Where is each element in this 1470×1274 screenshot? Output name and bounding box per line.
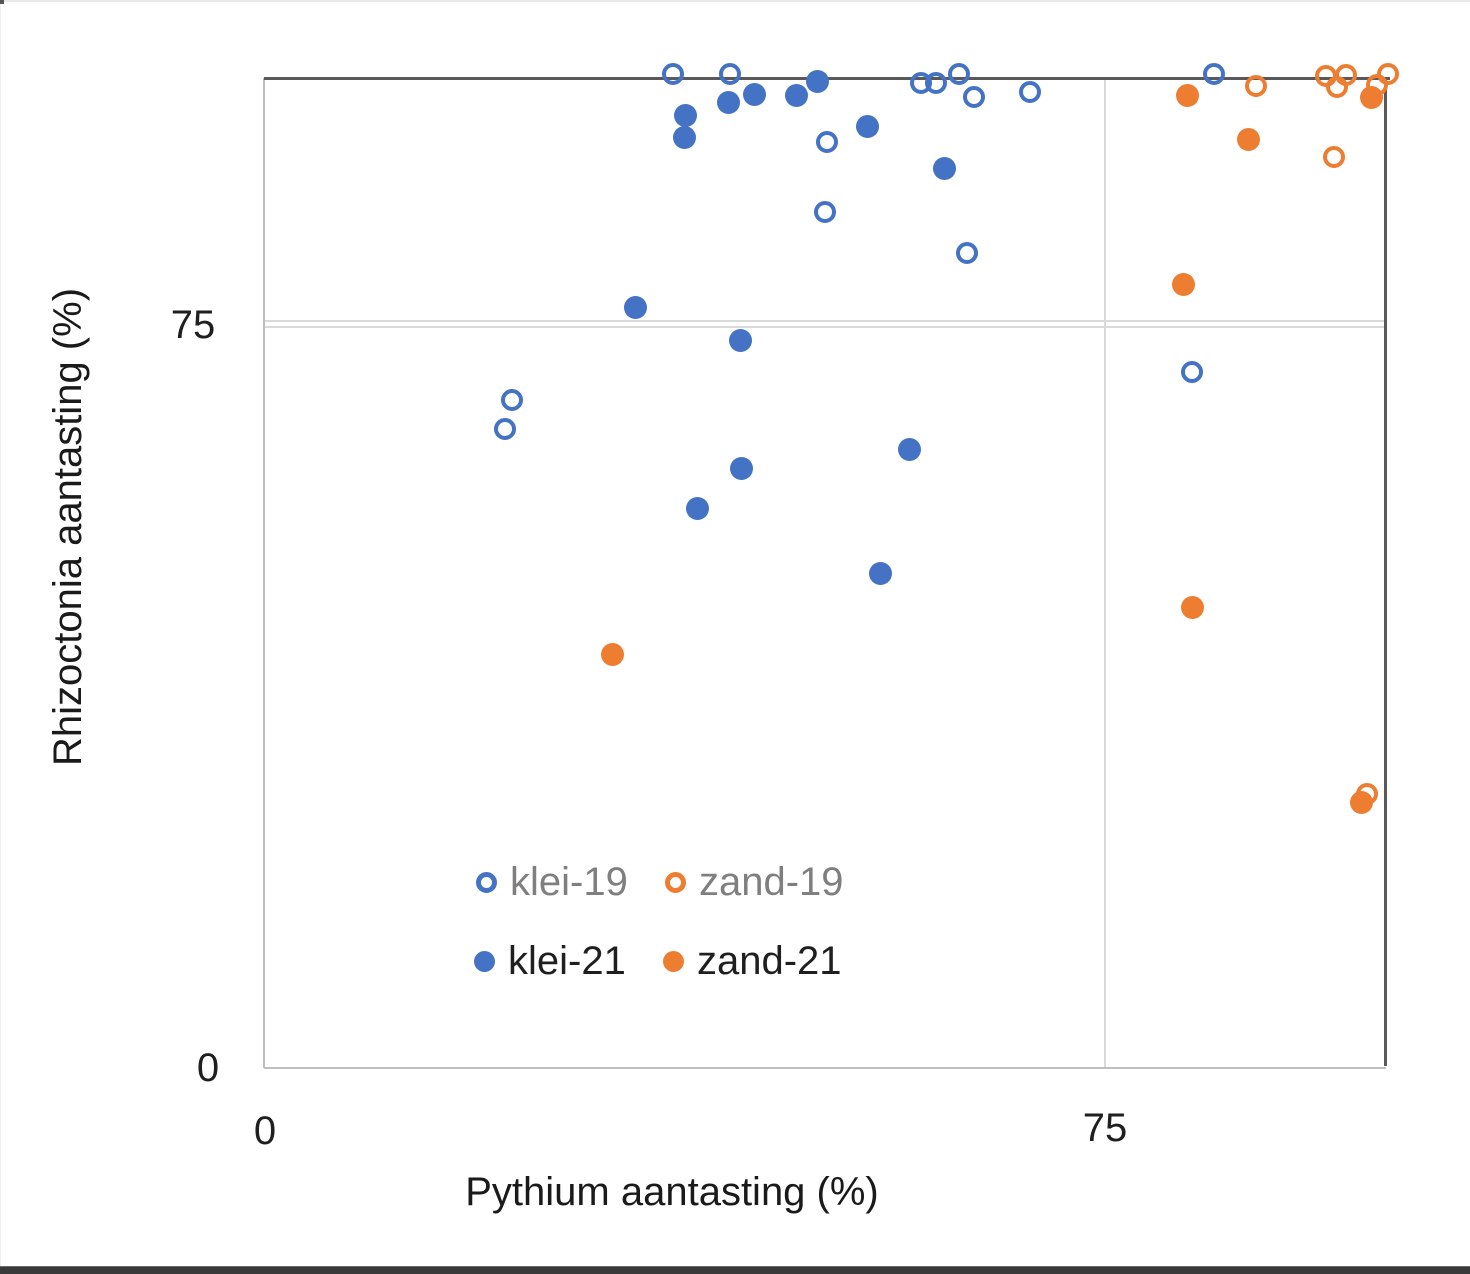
data-point-zand-19: [1376, 63, 1399, 86]
y75-gridline-upper: [264, 320, 1385, 322]
page-left-hairline: [0, 0, 1, 1274]
x75-gridline: [1104, 78, 1106, 1067]
data-point-klei-21: [742, 82, 766, 106]
data-point-zand-19: [1335, 64, 1358, 87]
data-point-klei-19: [813, 200, 836, 223]
data-point-zand-21: [1180, 596, 1204, 620]
data-point-klei-21: [730, 456, 754, 480]
x-axis-line: [264, 1067, 1386, 1069]
data-point-klei-19: [948, 63, 971, 86]
y-tick-0: 0: [196, 1046, 220, 1090]
plot-right-border: [1384, 77, 1387, 1066]
data-point-klei-21: [729, 328, 753, 352]
data-point-klei-19: [1018, 81, 1041, 104]
legend-item-zand-21: zand-21: [663, 939, 842, 983]
data-point-klei-21: [716, 90, 740, 114]
data-point-klei-21: [686, 496, 710, 520]
data-point-klei-21: [806, 69, 830, 93]
legend-marker-zand-19-open-circle-icon: [665, 871, 686, 893]
data-point-klei-21: [674, 103, 698, 127]
data-point-klei-21: [869, 562, 893, 586]
data-point-klei-19: [494, 417, 517, 440]
data-point-klei-21: [933, 157, 957, 181]
legend-marker-klei-19-open-circle-icon: [476, 871, 497, 893]
data-point-zand-21: [1360, 85, 1384, 109]
data-point-klei-21: [785, 83, 809, 107]
data-point-zand-19: [1322, 146, 1345, 169]
legend-label-klei-19: klei-19: [510, 860, 628, 904]
data-point-klei-19: [815, 131, 838, 154]
legend-item-klei-21: klei-21: [474, 939, 626, 983]
data-point-klei-19: [1181, 360, 1204, 383]
data-point-klei-21: [623, 295, 647, 319]
data-point-klei-19: [924, 72, 947, 95]
y-axis-line: [263, 78, 265, 1068]
data-point-zand-21: [1350, 790, 1374, 814]
legend-label-klei-21: klei-21: [508, 939, 626, 983]
data-point-klei-19: [1202, 63, 1225, 86]
y75-gridline-lower: [264, 326, 1385, 328]
data-point-zand-21: [1171, 272, 1195, 296]
x-axis-title: Pythium aantasting (%): [465, 1170, 879, 1214]
data-point-klei-19: [956, 241, 979, 264]
x-tick-75: 75: [1082, 1106, 1128, 1150]
data-point-klei-19: [719, 62, 742, 85]
data-point-klei-19: [500, 388, 523, 411]
data-point-klei-19: [662, 63, 685, 86]
data-point-klei-19: [962, 86, 985, 109]
data-point-klei-21: [855, 114, 879, 138]
data-point-zand-21: [1176, 83, 1200, 107]
legend-marker-zand-21-filled-circle-icon: [663, 950, 684, 972]
legend-marker-klei-21-filled-circle-icon: [474, 950, 495, 972]
data-point-klei-21: [672, 125, 696, 149]
data-point-zand-21: [1237, 127, 1260, 151]
data-point-zand-21: [601, 642, 625, 666]
page-top-hairline: [0, 0, 1470, 2]
legend-label-zand-21: zand-21: [697, 939, 842, 983]
bottom-dark-bar: [0, 1266, 1470, 1274]
data-point-zand-19: [1245, 75, 1268, 98]
y-tick-75: 75: [170, 303, 216, 347]
legend-item-klei-19: klei-19: [476, 860, 628, 904]
x-tick-0: 0: [253, 1109, 277, 1153]
page-corner-mark: [0, 0, 4, 4]
data-point-klei-21: [898, 437, 922, 461]
legend-label-zand-19: zand-19: [699, 860, 844, 904]
legend-item-zand-19: zand-19: [665, 860, 844, 904]
y-axis-title: Rhizoctonia aantasting (%): [46, 287, 90, 767]
